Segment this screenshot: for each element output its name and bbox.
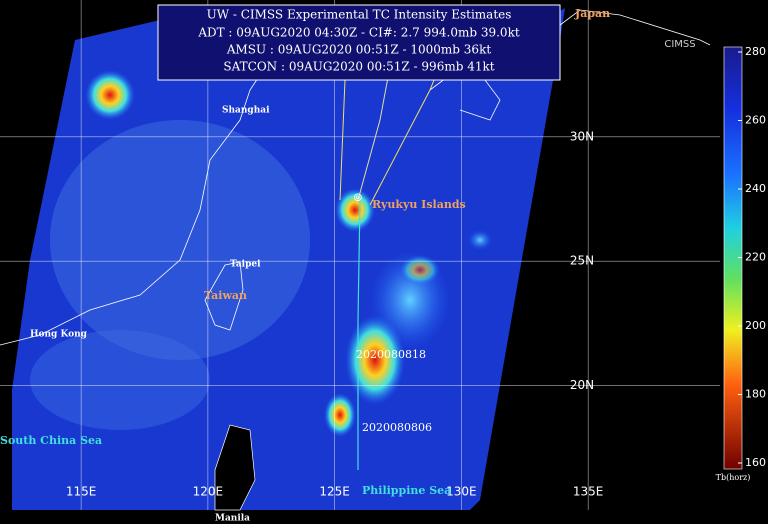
cloud	[85, 70, 135, 120]
title-line: UW - CIMSS Experimental TC Intensity Est…	[207, 8, 512, 22]
taiwan-coast	[204, 261, 244, 331]
cloud	[400, 255, 440, 285]
land	[214, 424, 256, 511]
title-line: ADT : 09AUG2020 04:30Z - CI#: 2.7 994.0m…	[197, 26, 520, 40]
lat-label: 20N	[570, 378, 594, 392]
place-label: Taipei	[230, 260, 261, 270]
colorbar-tick-label: 240	[745, 182, 766, 195]
lon-label: 130E	[446, 485, 477, 499]
haze	[50, 120, 310, 360]
lon-label: 135E	[573, 485, 604, 499]
cloud	[324, 393, 356, 437]
title-box	[157, 4, 561, 81]
cloud	[468, 230, 492, 250]
colorbar-tick-label: 180	[745, 388, 766, 401]
track	[357, 199, 361, 470]
lat-label: 25N	[570, 254, 594, 268]
place-label: Shanghai	[222, 106, 270, 116]
cloud	[335, 188, 375, 232]
place-label: Philippine Sea	[362, 484, 451, 497]
place-label: South China Sea	[0, 434, 102, 447]
title-line: AMSU : 09AUG2020 00:51Z - 1000mb 36kt	[226, 43, 492, 57]
lon-label: 115E	[66, 485, 97, 499]
graticule: 115E 120E 125E 130E 135E 30N 25N 20N	[0, 0, 720, 510]
title-line: SATCON : 09AUG2020 00:51Z - 996mb 41kt	[223, 60, 494, 74]
colorbar-tick-label: 200	[745, 319, 766, 332]
storm-symbol: ๏	[353, 187, 362, 205]
colorbar-ticks: 280 260 240 220 200 180 160	[738, 45, 766, 469]
place-label: Hong Kong	[30, 330, 88, 340]
colorbar-tick-label: 280	[745, 45, 766, 58]
colorbar-tick-label: 260	[745, 114, 766, 127]
colorbar-tick-label: 160	[745, 456, 766, 469]
coastline	[559, 9, 711, 46]
place-label: Manila	[215, 514, 250, 524]
logo: CIMSS	[664, 39, 695, 50]
place-label: Ryukyu Islands	[372, 198, 466, 211]
track-label: 2020080806	[362, 421, 432, 434]
colorbar-tick-label: 220	[745, 251, 766, 264]
track-label: 2020080818	[356, 348, 426, 361]
colorbar-title: Tb(horz)	[716, 473, 751, 482]
place-label: Taiwan	[204, 289, 247, 302]
haze	[30, 330, 210, 430]
place-label: Japan	[574, 7, 610, 20]
lon-label: 120E	[193, 485, 224, 499]
lat-label: 30N	[570, 129, 594, 143]
lon-label: 125E	[319, 485, 350, 499]
